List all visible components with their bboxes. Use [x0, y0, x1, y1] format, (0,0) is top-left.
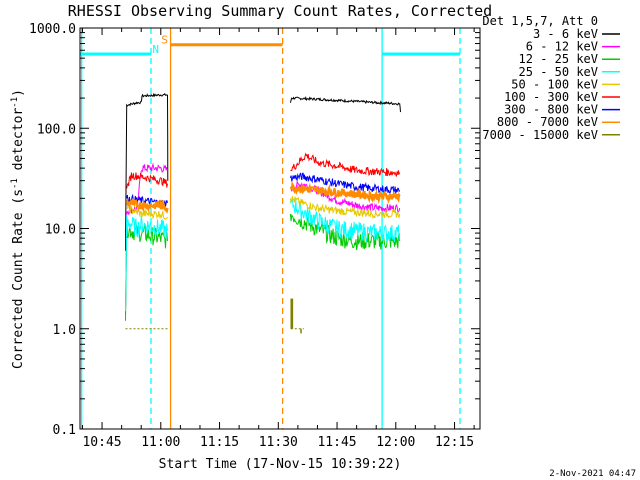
state-flags: NS: [80, 34, 461, 56]
legend-label-2: 12 - 25 keV: [519, 52, 598, 66]
x-tick-label-5: 12:00: [376, 435, 415, 450]
series-line-2-1: [289, 213, 401, 251]
series-line-4-0: [126, 204, 168, 220]
x-tick-label-4: 11:45: [317, 435, 356, 450]
series-line-0-1: [289, 96, 401, 113]
series-line-7-1: [289, 180, 401, 205]
y-tick-label-2: 10.0: [45, 223, 76, 238]
legend-header: Det 1,5,7, Att 0: [482, 14, 598, 28]
legend-label-5: 100 - 300 keV: [504, 90, 598, 104]
series-line-2-0: [125, 219, 168, 321]
series-line-4-1: [289, 196, 401, 220]
y-axis-label-exp1: -1: [10, 178, 20, 189]
chart-title: RHESSI Observing Summary Count Rates, Co…: [68, 2, 492, 20]
series-line-3-0: [125, 214, 168, 312]
legend-label-3: 25 - 50 keV: [519, 65, 598, 79]
data-series: [125, 92, 401, 334]
x-tick-label-0: 10:45: [82, 435, 121, 450]
legend-label-4: 50 - 100 keV: [511, 77, 598, 91]
series-line-5-0: [126, 172, 168, 189]
x-tick-label-2: 11:15: [200, 435, 239, 450]
flag-letter-n: N: [152, 43, 159, 56]
x-tick-label-6: 12:15: [435, 435, 474, 450]
series-line-0-0: [125, 92, 169, 251]
legend-label-8: 7000 - 15000 keV: [482, 128, 598, 142]
axis-ticks: 10:45 11:00 11:15 11:30 11:45 12:00 12:15 0.1 1.…: [29, 22, 480, 450]
y-axis-label-main: Corrected Count Rate (s: [11, 189, 26, 369]
flag-letter-s: S: [161, 34, 168, 47]
series-line-5-1: [290, 152, 401, 177]
y-tick-label-4: 1000.0: [29, 22, 76, 37]
series-line-6-1: [289, 172, 401, 195]
legend-label-0: 3 - 6 keV: [533, 27, 598, 41]
y-axis-label: Corrected Count Rate (s-1 detector-1): [10, 89, 26, 369]
series-line-3-1: [289, 196, 401, 243]
x-tick-label-1: 11:00: [141, 435, 180, 450]
legend-label-7: 800 - 7000 keV: [497, 115, 598, 129]
legend-label-6: 300 - 800 keV: [504, 103, 598, 117]
y-tick-label-3: 100.0: [37, 122, 76, 137]
y-tick-label-1: 1.0: [53, 323, 76, 338]
legend-label-1: 6 - 12 keV: [526, 40, 598, 54]
y-tick-label-0: 0.1: [53, 423, 76, 438]
y-axis-label-exp2: -1: [10, 97, 20, 108]
footer-timestamp: 2-Nov-2021 04:47: [549, 469, 636, 479]
y-axis-label-end: ): [11, 89, 26, 97]
x-axis-label: Start Time (17-Nov-15 10:39:22): [159, 457, 402, 472]
series-line-7-0: [125, 198, 169, 214]
y-axis-label-mid: detector: [11, 108, 26, 179]
x-tick-label-3: 11:30: [259, 435, 298, 450]
